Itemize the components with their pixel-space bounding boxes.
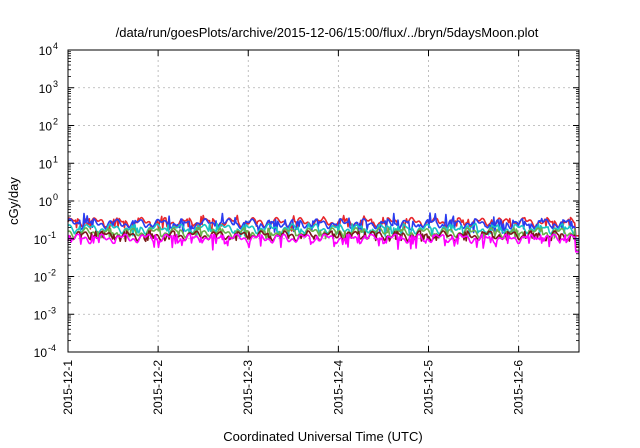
y-tick-exponent: 0 — [53, 192, 58, 202]
x-tick-label: 2015-12-5 — [421, 360, 435, 415]
x-tick-label: 2015-12-1 — [61, 360, 75, 415]
y-tick-base: 10 — [34, 271, 48, 285]
y-tick-exponent: -2 — [48, 268, 56, 278]
x-tick-label: 2015-12-6 — [512, 360, 526, 415]
chart-title: /data/run/goesPlots/archive/2015-12-06/1… — [116, 25, 539, 40]
y-tick-exponent: -4 — [48, 343, 56, 353]
y-tick-base: 10 — [34, 308, 48, 322]
y-tick-label: 10 — [34, 346, 48, 360]
y-tick-exponent: 4 — [53, 41, 58, 51]
x-tick-label: 2015-12-3 — [241, 360, 255, 415]
y-tick-label: 10 — [39, 82, 53, 96]
y-tick-base: 10 — [39, 82, 53, 96]
y-axis-label: cGy/day — [6, 177, 21, 225]
x-tick-label: 2015-12-4 — [331, 360, 345, 415]
y-tick-label: 10 — [34, 308, 48, 322]
y-tick-base: 10 — [39, 44, 53, 58]
series-line — [67, 222, 579, 244]
y-tick-base: 10 — [39, 157, 53, 171]
y-tick-exponent: 1 — [53, 154, 58, 164]
y-tick-exponent: 3 — [53, 79, 58, 89]
x-axis: 2015-12-1 2015-12-2 2015-12-3 2015-12-4 2015… — [61, 50, 526, 415]
y-tick-base: 10 — [34, 233, 48, 247]
series-line — [67, 212, 579, 240]
y-tick-exponent: -1 — [48, 230, 56, 240]
x-axis-label: Coordinated Universal Time (UTC) — [223, 429, 422, 444]
series-line — [67, 233, 579, 253]
y-tick-label: 10 — [39, 120, 53, 134]
y-tick-label: 10 — [34, 271, 48, 285]
y-tick-base: 10 — [39, 120, 53, 134]
x-tick-label: 2015-12-2 — [151, 360, 165, 415]
y-tick-base: 10 — [34, 346, 48, 360]
y-tick-exponent: 2 — [53, 117, 58, 127]
grid — [68, 50, 579, 352]
y-tick-exponent: -3 — [48, 305, 56, 315]
y-tick-base: 10 — [39, 195, 53, 209]
y-tick-label: 10 — [39, 157, 53, 171]
y-tick-label: 10 — [39, 44, 53, 58]
y-tick-label: 10 — [39, 195, 53, 209]
series-group — [67, 212, 579, 253]
y-tick-label: 10 — [34, 233, 48, 247]
